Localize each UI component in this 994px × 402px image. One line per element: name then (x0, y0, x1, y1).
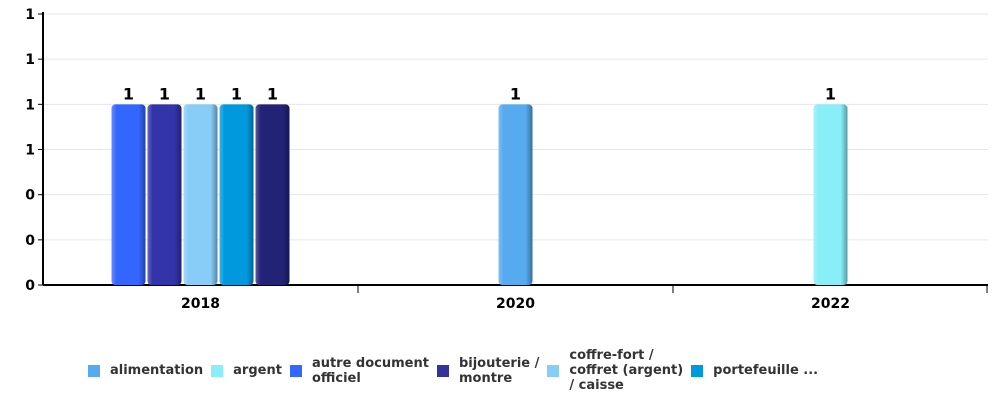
y-tick-label: 1 (25, 7, 35, 23)
bar-shading (183, 104, 218, 285)
legend-label: argent (233, 363, 282, 378)
y-tick-label: 0 (25, 233, 35, 249)
x-tick-label: 2020 (496, 296, 535, 312)
y-tick-label: 1 (25, 97, 35, 113)
legend-label: coffre-fort / coffret (argent) / caisse (569, 348, 684, 393)
legend-item-alimentation[interactable]: alimentation (88, 363, 203, 378)
legend-swatch (88, 364, 100, 377)
bars (111, 104, 848, 285)
y-tick-label: 1 (25, 143, 35, 159)
x-tick-label: 2018 (181, 296, 220, 312)
bar-shading (111, 104, 146, 285)
data-label: 1 (510, 84, 521, 103)
data-labels: 1 1 1 1 1 1 1 (123, 84, 836, 103)
bar-chart: 0 0 0 1 1 1 1 2018 2020 2022 1 1 1 1 1 1 1 (25, 7, 988, 312)
legend-label: alimentation (110, 363, 204, 378)
bar-shading (147, 104, 182, 285)
bar-shading (255, 104, 290, 285)
legend-swatch (547, 364, 560, 377)
legend-label: portefeuille ... (713, 363, 819, 378)
legend-swatch (691, 364, 704, 377)
data-label: 1 (825, 84, 836, 103)
data-label: 1 (159, 84, 170, 103)
x-tick-label: 2022 (811, 296, 850, 312)
legend-swatch (289, 364, 302, 377)
data-label: 1 (267, 84, 278, 103)
legend-swatch (211, 364, 224, 377)
data-label: 1 (195, 84, 206, 103)
legend-item-argent[interactable]: argent (211, 363, 282, 378)
data-label: 1 (123, 84, 134, 103)
legend-item-portefeuille[interactable]: portefeuille ... (691, 363, 818, 378)
y-tick-label: 0 (25, 278, 35, 294)
y-tick-label: 0 (25, 188, 35, 204)
legend-item-bijouterie-montre[interactable]: bijouterie / montre (436, 355, 540, 386)
legend-label: autre document officiel (311, 355, 429, 386)
y-tick-label: 1 (25, 52, 35, 68)
legend-item-autre-document-officiel[interactable]: autre document officiel (289, 355, 429, 386)
bar-shading (219, 104, 254, 285)
legend-label: bijouterie / montre (458, 355, 540, 386)
legend: alimentation argent autre document offic… (88, 348, 826, 393)
legend-swatch (436, 364, 449, 377)
bar-shading (813, 104, 848, 285)
legend-item-coffre-fort[interactable]: coffre-fort / coffret (argent) / caisse (547, 348, 683, 393)
bar-shading (498, 104, 533, 285)
data-label: 1 (231, 84, 242, 103)
